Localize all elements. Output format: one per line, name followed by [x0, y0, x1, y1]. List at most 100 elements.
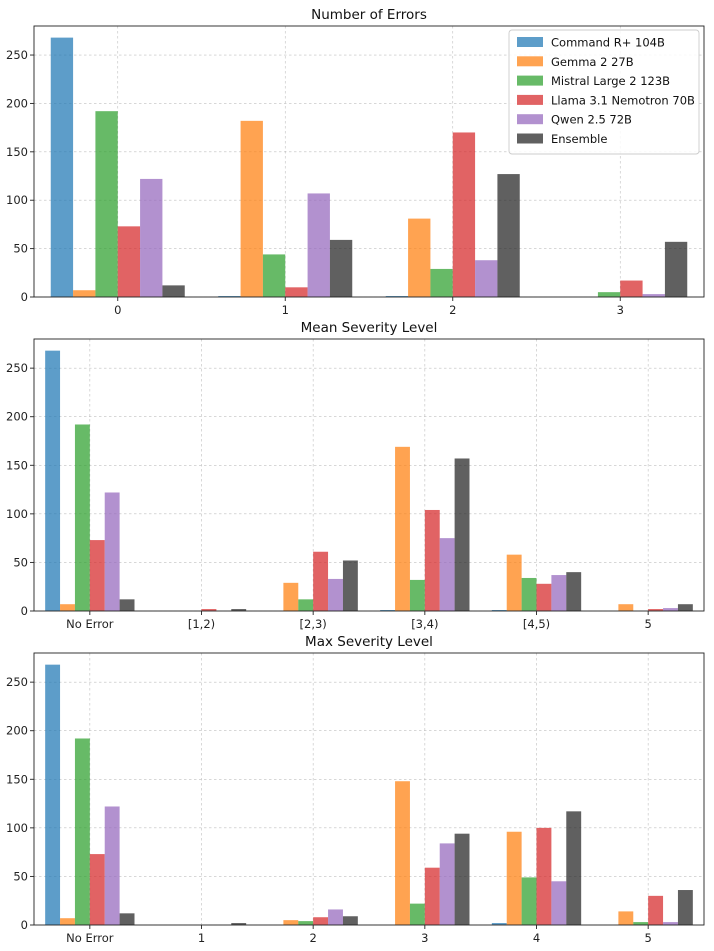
y-tick-label: 50: [13, 242, 28, 256]
bar-2-series-4: [452, 132, 476, 297]
legend-swatch: [517, 114, 543, 125]
bar-2-series-2: [408, 218, 431, 297]
y-tick-label: 0: [21, 918, 28, 932]
y-tick-label: 50: [13, 869, 28, 883]
bar-3-series-4: [424, 867, 440, 925]
bar-5-series-3: [633, 922, 649, 925]
bar-1-series-3: [262, 254, 286, 297]
y-tick-label: 250: [6, 675, 28, 689]
legend-label: Llama 3.1 Nemotron 70B: [551, 93, 695, 107]
y-tick-label: 100: [6, 193, 28, 207]
legend-swatch: [517, 75, 543, 86]
bar-34-series-1: [380, 610, 396, 611]
y-tick-label: 200: [6, 96, 28, 110]
chart-title: Number of Errors: [311, 7, 427, 23]
bar-5-series-6: [677, 604, 693, 611]
legend-swatch: [517, 94, 543, 105]
bar-1-series-5: [307, 193, 330, 297]
bar-3-series-5: [439, 843, 455, 925]
bar-23-series-2: [283, 582, 299, 611]
chart-panel-3: Max Severity Level 0 50 100 150 200 250 No Erro…: [6, 634, 705, 945]
bar-45-series-5: [551, 575, 567, 611]
legend-label: Command R+ 104B: [551, 36, 665, 50]
bar-noerror-series-2: [60, 918, 75, 925]
bar-45-series-1: [491, 610, 507, 611]
bar-2-series-5: [328, 909, 343, 925]
bar-noerror-series-3: [74, 424, 90, 611]
bar-3-series-2: [395, 781, 410, 925]
bar-0-series-4: [117, 226, 141, 297]
y-tick-label: 100: [6, 507, 28, 521]
bar-45-series-2: [506, 554, 522, 611]
bar-noerror-series-4: [89, 540, 105, 611]
chart-title: Max Severity Level: [305, 634, 433, 650]
bar-noerror-series-2: [60, 604, 75, 611]
x-tick-label: [4,5): [523, 617, 550, 631]
bar-5-series-5: [663, 608, 678, 611]
chart-panel-1: Number of Errors 0 50 100 150 200 250 0 1 2 3 Comma…: [6, 7, 705, 317]
legend-label: Qwen 2.5 72B: [551, 113, 632, 127]
legend-swatch: [517, 133, 543, 144]
bar-3-series-5: [642, 294, 665, 297]
y-tick-label: 0: [21, 604, 28, 618]
bar-3-series-4: [620, 280, 643, 297]
x-tick-label: 0: [114, 303, 121, 317]
bar-noerror-series-5: [104, 492, 120, 611]
legend: Command R+ 104B Gemma 2 27B Mistral Large …: [508, 29, 700, 155]
x-tick-label: 1: [282, 303, 289, 317]
bar-34-series-6: [454, 458, 470, 611]
legend-label: Gemma 2 27B: [551, 55, 634, 69]
bar-2-series-6: [497, 174, 520, 297]
bar-noerror-series-3: [74, 738, 90, 925]
x-tick-label: 2: [310, 931, 317, 945]
bar-0-series-6: [162, 285, 185, 297]
bar-34-series-2: [395, 446, 410, 611]
x-tick-label: 3: [617, 303, 624, 317]
bar-3-series-3: [409, 903, 425, 925]
bar-1-series-2: [240, 120, 263, 297]
bar-4-series-1: [491, 923, 507, 925]
y-tick-label: 150: [6, 458, 28, 472]
bar-0-series-2: [73, 290, 96, 297]
bar-noerror-series-1: [45, 664, 61, 925]
bar-2-series-6: [342, 916, 358, 925]
bar-noerror-series-6: [119, 599, 135, 611]
y-tick-label: 150: [6, 145, 28, 159]
legend-label: Ensemble: [551, 132, 607, 146]
bar-1-series-6: [231, 923, 247, 925]
bar-0-series-1: [50, 37, 74, 297]
bar-0-series-5: [140, 178, 163, 297]
bar-23-series-3: [298, 599, 314, 611]
bar-noerror-series-4: [89, 854, 105, 925]
bar-45-series-3: [521, 577, 537, 611]
bar-45-series-6: [566, 572, 582, 611]
bar-2-series-3: [298, 921, 314, 925]
bar-noerror-series-1: [45, 350, 61, 611]
axes-frame: [33, 338, 705, 612]
x-tick-label: [1,2): [188, 617, 215, 631]
bar-45-series-4: [536, 583, 552, 611]
bar-1-series-1: [218, 296, 241, 297]
bar-4-series-3: [521, 877, 537, 925]
bar-5-series-2: [618, 911, 634, 925]
legend-swatch: [517, 37, 543, 47]
bar-1-series-4: [285, 287, 308, 297]
bar-34-series-3: [409, 579, 425, 611]
x-tick-label: [3,4): [411, 617, 438, 631]
bar-4-series-5: [551, 881, 567, 925]
bar-2-series-5: [475, 260, 498, 297]
bar-2-series-3: [430, 268, 453, 297]
bar-23-series-6: [342, 560, 358, 611]
y-tick-label: 250: [6, 48, 28, 62]
bar-4-series-2: [506, 831, 522, 925]
y-tick-label: 100: [6, 821, 28, 835]
bar-2-series-2: [283, 920, 299, 925]
bar-3-series-3: [597, 292, 621, 297]
bar-1-series-6: [329, 239, 353, 297]
y-tick-label: 50: [13, 555, 28, 569]
bar-12-series-6: [231, 609, 247, 611]
x-tick-label: 4: [533, 931, 540, 945]
bar-3-series-6: [664, 241, 688, 297]
x-tick-label: No Error: [66, 931, 114, 945]
